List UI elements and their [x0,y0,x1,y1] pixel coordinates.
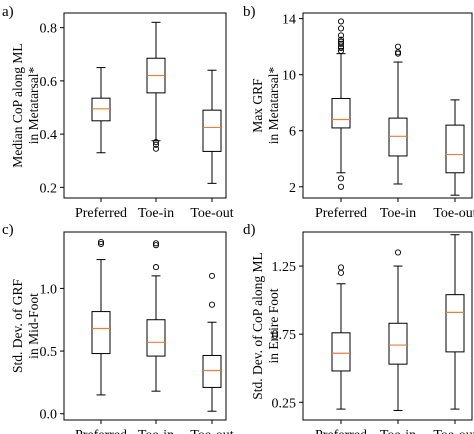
y-axis-label-line: in Metatarsal* [26,66,41,144]
outlier-point [337,38,345,45]
outlier-point [394,249,402,256]
panel-letter: c) [2,222,14,238]
outlier-point [97,240,105,247]
iqr-box [91,97,111,122]
axes-frame [302,231,473,421]
y-axis-label-line: in Entire Foot [266,288,281,363]
y-tick-label: 14 [282,13,296,28]
outlier-point [208,301,216,308]
outlier-point [337,264,345,271]
box-toe-out [445,99,465,196]
panel-letter: d) [243,222,256,238]
outlier-point [337,18,345,25]
box-preferred [91,238,111,396]
axes-frame [302,12,473,199]
outlier-point [152,264,160,271]
box-toe-in [388,43,408,185]
y-axis-label: Std. Dev. of GRFin Mid-Foot [10,279,41,373]
x-tick-label: Preferred [315,428,367,434]
y-tick-label: 0.4 [40,128,58,143]
iqr-box [445,124,465,174]
y-axis-label-line: Std. Dev. of CoP along ML [250,252,265,400]
outlier-point [152,240,160,247]
outlier-point [394,43,402,50]
iqr-box [331,97,351,129]
panel-b: b) 2 6 10 14 Max GRFin Metatarsal* Preferred To… [243,4,474,221]
x-tick-label: Preferred [75,206,127,221]
y-tick-label: 0.75 [272,328,297,343]
y-axis-label: Max GRFin Metatarsal* [250,66,281,144]
box-preferred [331,264,351,410]
y-axis-label-line: in Mid-Foot [26,293,41,359]
y-axis-label: Std. Dev. of CoP along MLin Entire Foot [250,252,281,400]
y-tick-label: 1.0 [40,282,58,297]
x-tick-label: Toe-in [380,206,416,221]
box-toe-in [146,21,166,152]
iqr-box [388,322,408,365]
y-tick-label: 0.25 [272,396,297,411]
y-tick-label: 6 [289,125,296,140]
box-toe-out [202,69,222,184]
outlier-point [337,183,345,190]
panel-letter: a) [2,4,14,20]
x-tick-label: Toe-in [138,428,174,434]
y-axis-label-line: Median CoP along ML [10,43,25,167]
box-toe-out [445,234,465,410]
iqr-box [331,332,351,372]
outlier-point [337,40,345,47]
outlier-point [337,175,345,182]
iqr-box [445,294,465,353]
outlier-point [337,36,345,43]
box-toe-out [202,272,222,412]
x-tick-label: Toe-out [190,428,233,434]
y-axis-label-line: Std. Dev. of GRF [10,279,25,373]
outlier-point [337,32,345,39]
y-tick-label: 1.25 [272,260,297,275]
outlier-point [337,25,345,32]
x-tick-label: Toe-out [433,206,474,221]
y-tick-label: 0.8 [40,22,58,37]
y-tick-label: 0.0 [40,408,58,423]
y-tick-label: 10 [282,69,296,84]
panel-a: a) 0.2 0.4 0.6 0.8 Median CoP along MLin Meta… [2,4,234,221]
y-axis-label: Median CoP along MLin Metatarsal* [10,43,41,167]
y-tick-label: 0.2 [40,181,58,196]
iqr-box [202,354,222,388]
outlier-point [97,238,105,246]
y-tick-label: 0.6 [40,75,58,90]
x-tick-label: Toe-out [190,206,233,221]
outlier-point [152,141,160,148]
iqr-box [91,311,111,355]
y-axis-label-line: in Metatarsal* [266,66,281,144]
y-axis-label-line: Max GRF [250,78,265,133]
outlier-point [337,269,345,276]
box-preferred [331,18,351,190]
y-tick-label: 0.5 [40,345,58,360]
axes-frame [63,231,227,421]
iqr-box [146,319,166,357]
x-tick-label: Preferred [315,206,367,221]
panel-letter: b) [243,4,256,20]
outlier-point [152,139,160,146]
x-tick-label: Preferred [75,428,127,434]
x-tick-label: Toe-out [433,428,474,434]
iqr-box [202,109,222,152]
y-tick-label: 2 [289,181,296,196]
outlier-point [337,47,345,54]
outlier-point [152,145,160,152]
x-tick-label: Toe-in [138,206,174,221]
axes-frame [63,12,227,199]
iqr-box [388,117,408,157]
box-toe-in [146,240,166,392]
box-preferred [91,67,111,154]
box-toe-in [388,249,408,411]
outlier-point [152,242,160,249]
x-tick-label: Toe-in [380,428,416,434]
outlier-point [208,272,216,279]
